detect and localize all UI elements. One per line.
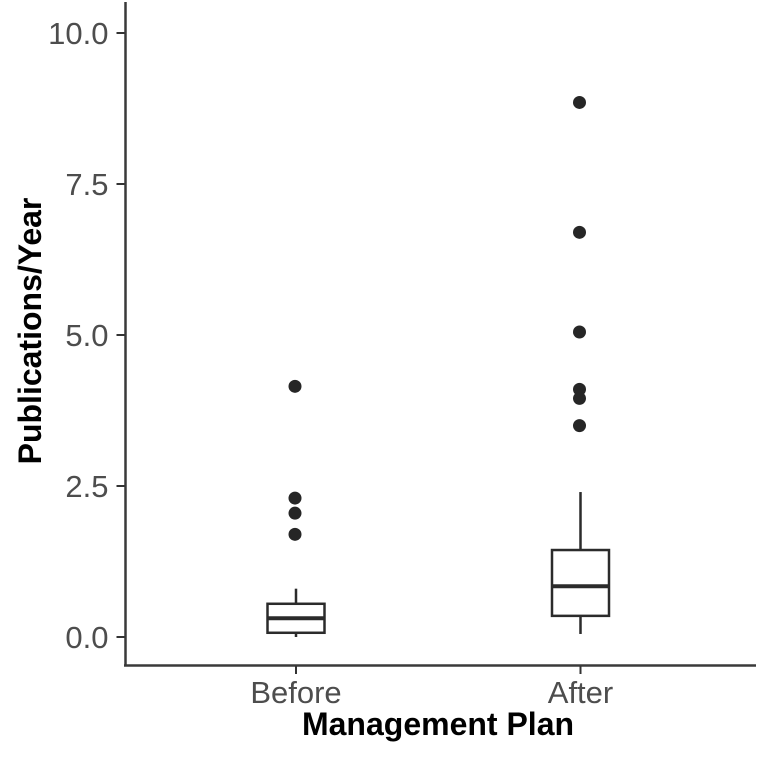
outlier-point	[288, 506, 302, 520]
outlier-point	[573, 382, 586, 396]
y-tick-label: 5.0	[65, 318, 108, 353]
box	[550, 548, 611, 618]
outlier-point	[573, 325, 586, 339]
x-axis-title: Management Plan	[301, 706, 575, 742]
box-group-after	[550, 95, 611, 634]
outlier-point	[573, 225, 586, 239]
outlier-point	[573, 95, 586, 109]
outlier-point	[288, 491, 302, 505]
outlier-point	[288, 527, 302, 541]
y-tick-label: 2.5	[65, 469, 108, 504]
y-tick-label: 10.0	[48, 16, 108, 51]
y-tick-label: 7.5	[65, 167, 108, 202]
outlier-point	[288, 379, 302, 393]
box-group-before	[266, 379, 326, 637]
x-tick-label: Before	[250, 675, 341, 710]
y-tick-label: 0.0	[65, 620, 108, 655]
outlier-point	[573, 391, 586, 405]
outlier-point	[573, 419, 586, 433]
x-tick-label: After	[548, 675, 613, 710]
y-axis-title: Publications/Year	[12, 197, 48, 465]
